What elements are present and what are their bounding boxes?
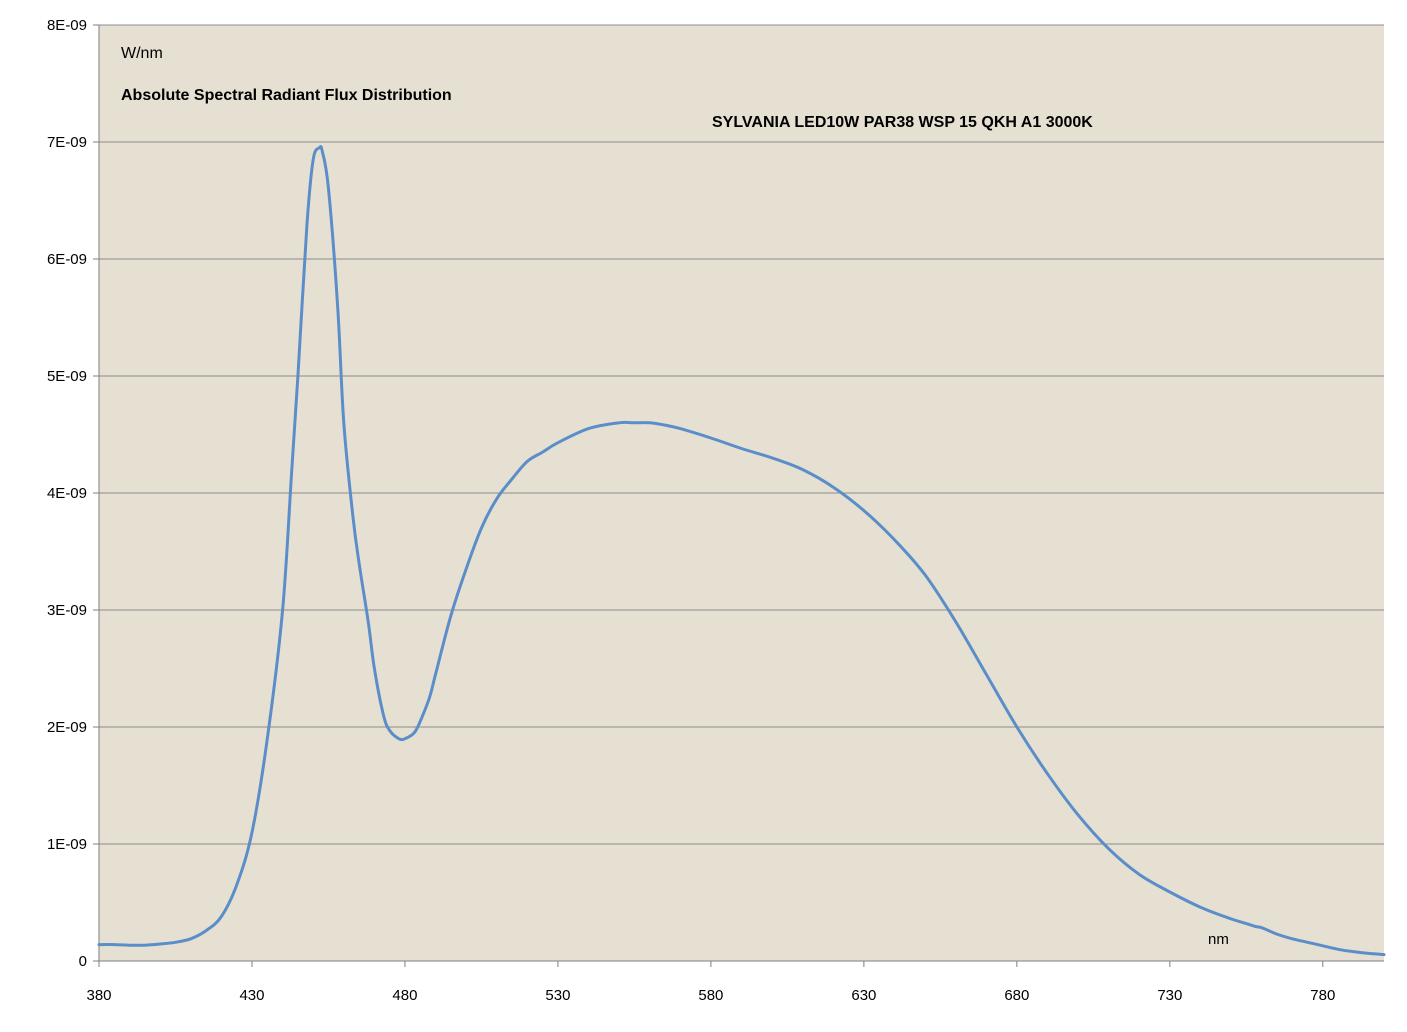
y-tick-label: 5E-09 <box>47 368 87 385</box>
x-tick-label: 780 <box>1310 987 1335 1004</box>
grid-lines <box>93 24 1384 967</box>
y-tick-label: 7E-09 <box>47 134 87 151</box>
x-tick-label: 580 <box>698 987 723 1004</box>
y-tick-labels: 0 1E-09 2E-09 3E-09 4E-09 5E-09 6E-09 7E-09 8E-0… <box>47 17 87 970</box>
units-label: W/nm <box>121 45 163 62</box>
chart-title: Absolute Spectral Radiant Flux Distribut… <box>121 87 452 104</box>
x-axis-label: nm <box>1208 931 1229 948</box>
y-tick-label: 6E-09 <box>47 251 87 268</box>
y-tick-label: 4E-09 <box>47 485 87 502</box>
y-tick-label: 0 <box>79 953 87 970</box>
y-tick-label: 8E-09 <box>47 17 87 34</box>
y-tick-label: 3E-09 <box>47 602 87 619</box>
x-tick-labels: 380 430 480 530 580 630 680 730 780 <box>86 987 1335 1004</box>
x-tick-label: 480 <box>392 987 417 1004</box>
x-tick-label: 430 <box>239 987 264 1004</box>
x-tick-label: 630 <box>851 987 876 1004</box>
x-tick-label: 680 <box>1004 987 1029 1004</box>
x-tick-label: 380 <box>86 987 111 1004</box>
axes <box>98 25 1384 962</box>
x-tick-label: 530 <box>545 987 570 1004</box>
y-tick-label: 1E-09 <box>47 836 87 853</box>
series-label: SYLVANIA LED10W PAR38 WSP 15 QKH A1 3000… <box>712 114 1093 131</box>
y-tick-label: 2E-09 <box>47 719 87 736</box>
series-line <box>97 145 1386 957</box>
x-tick-label: 730 <box>1157 987 1182 1004</box>
